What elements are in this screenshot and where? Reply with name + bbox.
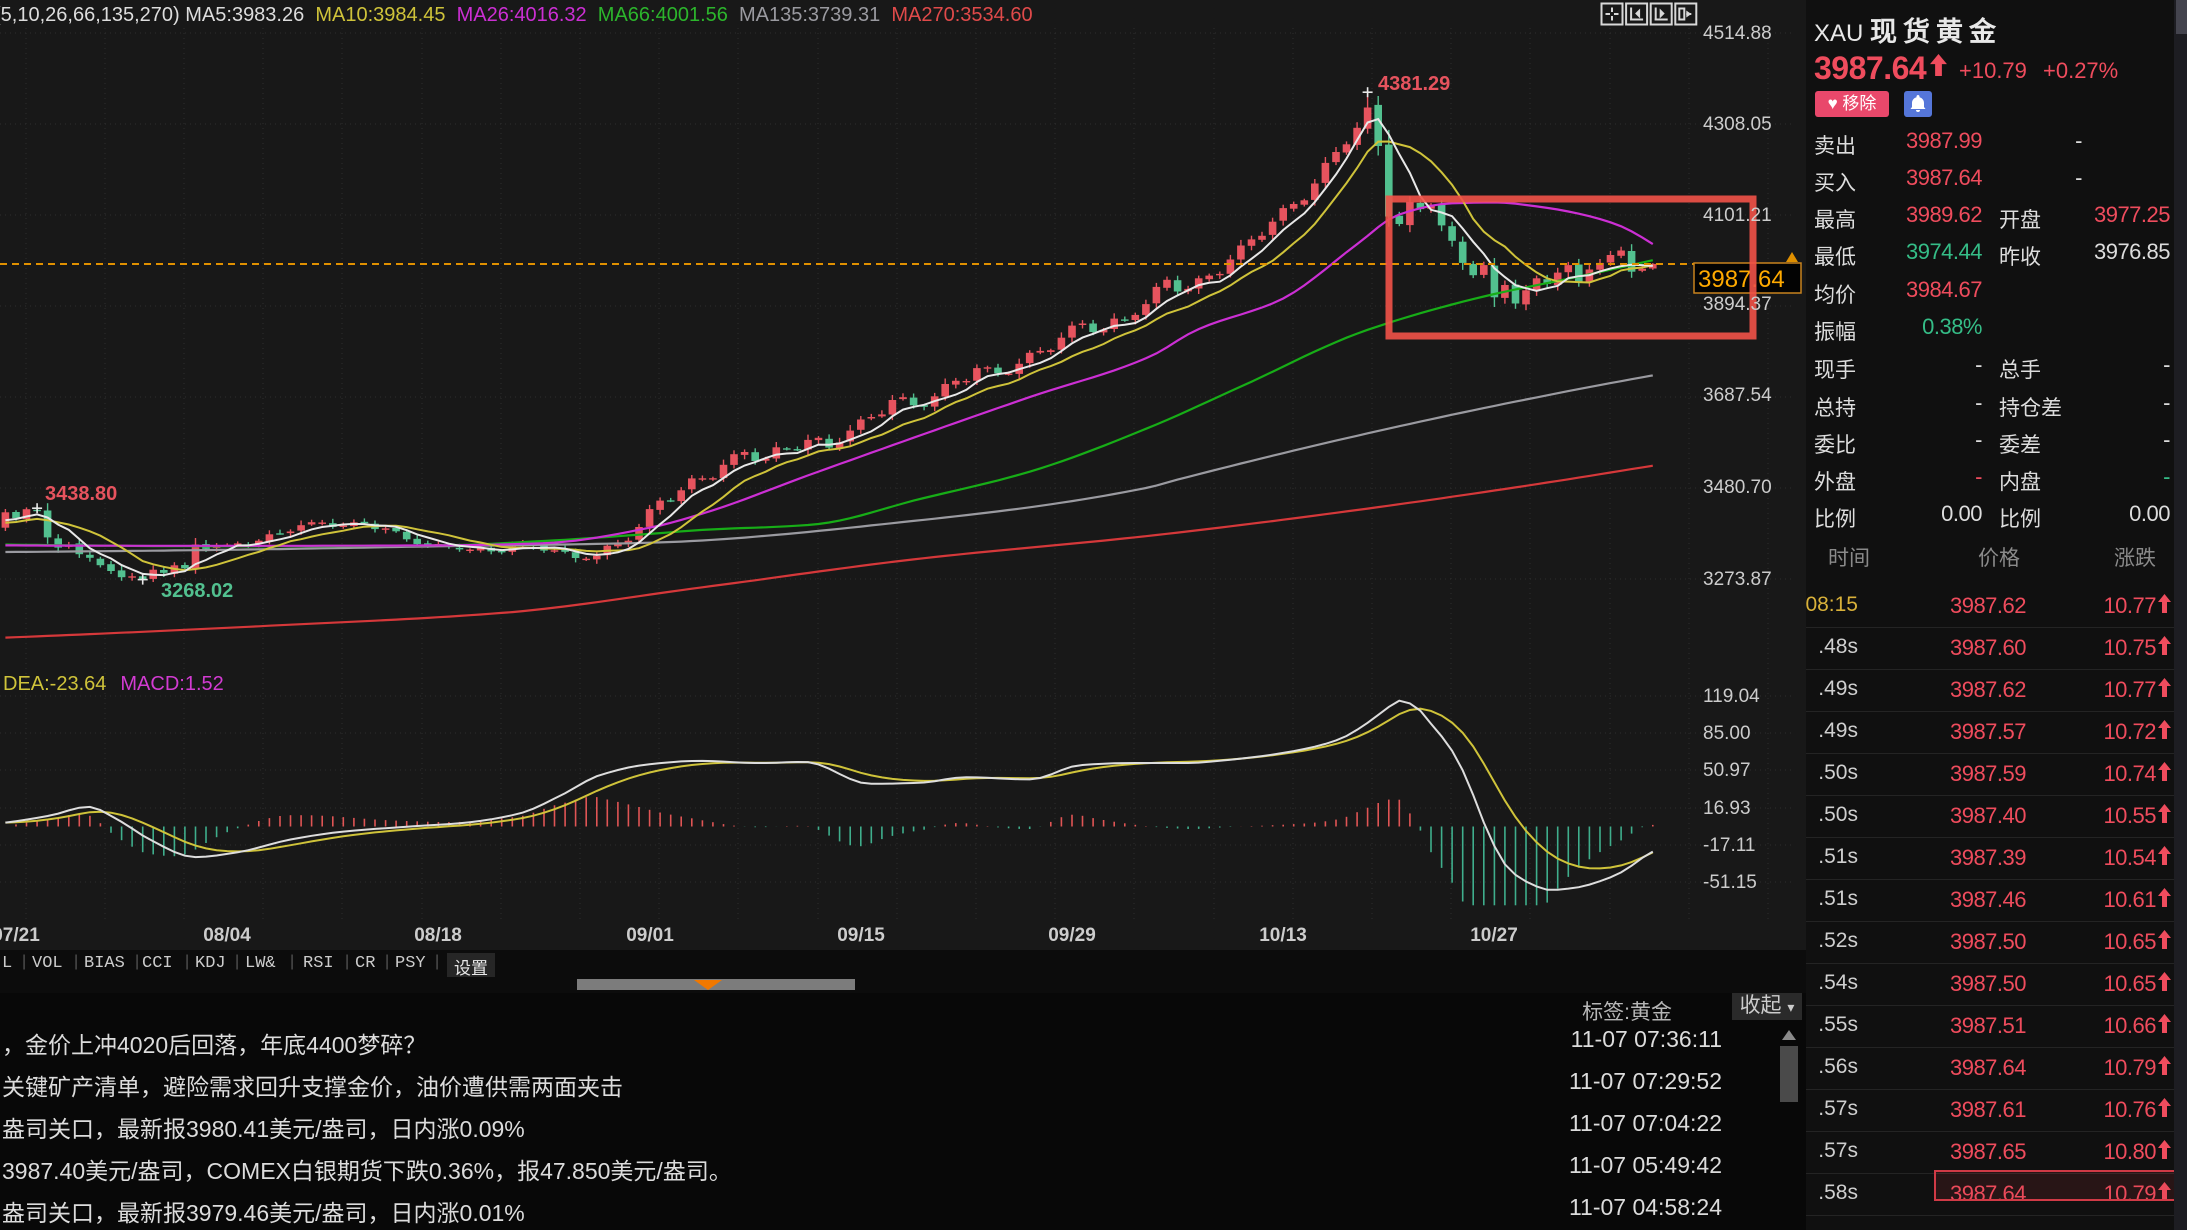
- svg-text:50.97: 50.97: [1703, 760, 1751, 781]
- svg-text:08/18: 08/18: [414, 925, 462, 946]
- svg-text:-17.11: -17.11: [1703, 835, 1755, 856]
- svg-text:3687.54: 3687.54: [1703, 385, 1772, 406]
- svg-text:4308.05: 4308.05: [1703, 114, 1772, 135]
- svg-text:3480.70: 3480.70: [1703, 477, 1772, 498]
- svg-text:09/15: 09/15: [837, 925, 885, 946]
- svg-text:16.93: 16.93: [1703, 798, 1751, 819]
- svg-text:10/13: 10/13: [1259, 925, 1307, 946]
- svg-text:4101.21: 4101.21: [1703, 205, 1772, 226]
- svg-text:10/27: 10/27: [1470, 925, 1518, 946]
- svg-text:09/01: 09/01: [626, 925, 674, 946]
- svg-text:07/21: 07/21: [0, 925, 40, 946]
- svg-text:-51.15: -51.15: [1703, 872, 1757, 893]
- svg-text:09/29: 09/29: [1048, 925, 1096, 946]
- svg-text:4381.29: 4381.29: [1378, 73, 1450, 95]
- svg-text:3273.87: 3273.87: [1703, 569, 1772, 590]
- svg-text:3438.80: 3438.80: [45, 483, 117, 505]
- svg-text:3894.37: 3894.37: [1703, 294, 1772, 315]
- svg-text:119.04: 119.04: [1703, 686, 1760, 707]
- svg-text:85.00: 85.00: [1703, 723, 1751, 744]
- svg-text:3987.64: 3987.64: [1698, 266, 1785, 293]
- svg-text:08/04: 08/04: [203, 925, 251, 946]
- svg-text:4514.88: 4514.88: [1703, 23, 1772, 44]
- svg-text:(5,10,26,66,135,270) MA5:3983.: (5,10,26,66,135,270) MA5:3983.26 MA10:39…: [0, 4, 1033, 26]
- svg-text:3268.02: 3268.02: [161, 580, 233, 602]
